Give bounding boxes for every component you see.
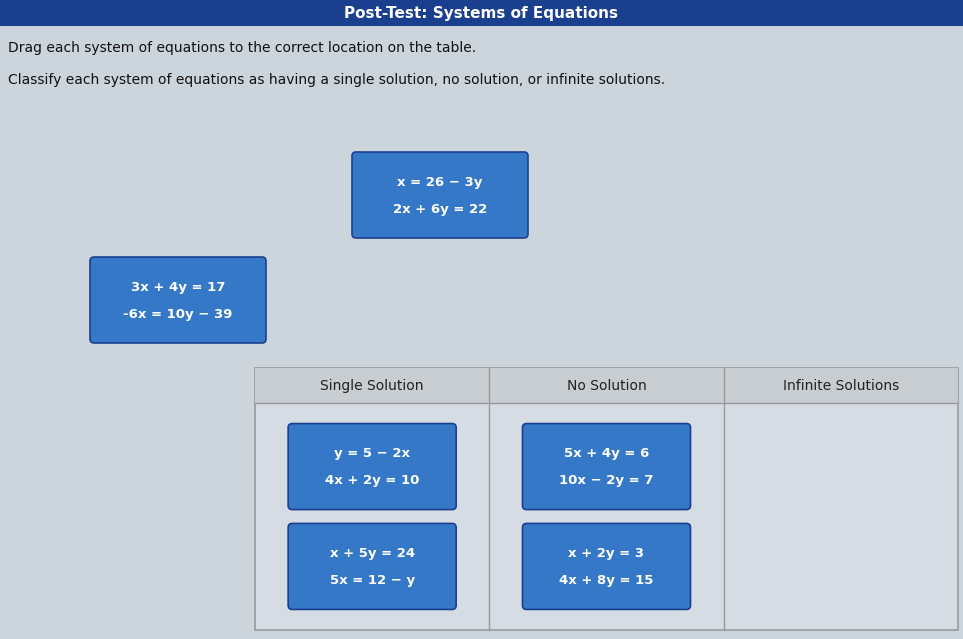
FancyBboxPatch shape <box>288 424 456 509</box>
FancyBboxPatch shape <box>288 523 456 610</box>
Text: x + 2y = 3: x + 2y = 3 <box>568 547 644 560</box>
Text: Infinite Solutions: Infinite Solutions <box>783 378 898 392</box>
Text: 3x + 4y = 17: 3x + 4y = 17 <box>131 281 225 293</box>
Text: 4x + 8y = 15: 4x + 8y = 15 <box>560 574 654 587</box>
FancyBboxPatch shape <box>255 368 958 630</box>
Text: 2x + 6y = 22: 2x + 6y = 22 <box>393 203 487 215</box>
Text: Classify each system of equations as having a single solution, no solution, or i: Classify each system of equations as hav… <box>8 73 665 87</box>
FancyBboxPatch shape <box>0 0 963 26</box>
Text: Single Solution: Single Solution <box>321 378 424 392</box>
Text: x + 5y = 24: x + 5y = 24 <box>329 547 415 560</box>
Text: x = 26 − 3y: x = 26 − 3y <box>398 176 482 189</box>
Text: Drag each system of equations to the correct location on the table.: Drag each system of equations to the cor… <box>8 41 476 55</box>
Text: 5x + 4y = 6: 5x + 4y = 6 <box>564 447 649 460</box>
Text: -6x = 10y − 39: -6x = 10y − 39 <box>123 307 233 321</box>
Text: 4x + 2y = 10: 4x + 2y = 10 <box>325 474 419 487</box>
FancyBboxPatch shape <box>523 523 690 610</box>
FancyBboxPatch shape <box>352 152 528 238</box>
Text: Post-Test: Systems of Equations: Post-Test: Systems of Equations <box>345 6 618 20</box>
FancyBboxPatch shape <box>255 368 958 403</box>
FancyBboxPatch shape <box>523 424 690 509</box>
Text: No Solution: No Solution <box>566 378 646 392</box>
Text: y = 5 − 2x: y = 5 − 2x <box>334 447 410 460</box>
FancyBboxPatch shape <box>90 257 266 343</box>
Text: 10x − 2y = 7: 10x − 2y = 7 <box>560 474 654 487</box>
Text: 5x = 12 − y: 5x = 12 − y <box>329 574 415 587</box>
